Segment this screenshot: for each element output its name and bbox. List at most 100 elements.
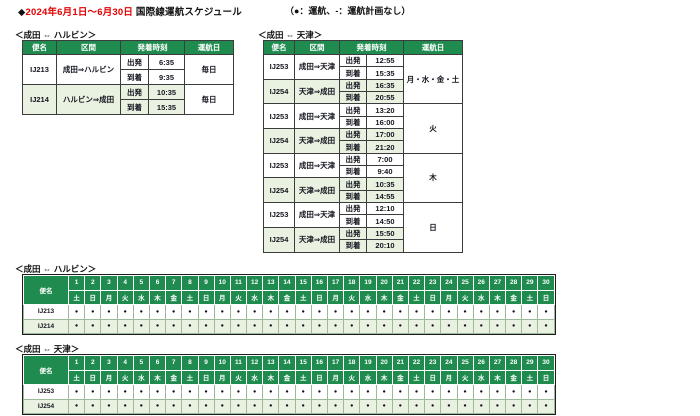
operation-mark-cell: ●: [116, 398, 134, 414]
day-number-header: 28: [505, 355, 523, 371]
calendar-table-narita-tianjin: 便名 1 2 3 4 5 6 7 8 9 10 11 12 13 14 15 16 17 18 19 20 21 22 23 2…: [23, 355, 555, 414]
operating-days-cell: 毎日: [184, 54, 234, 85]
flight-number-cell: IJ254: [263, 128, 295, 154]
operation-mark-cell: ●: [375, 304, 393, 320]
section-title-harbin-calendar: ＜成田 ⇔ ハルビン＞: [15, 264, 97, 274]
day-number-header: 2: [84, 275, 102, 291]
weekday-header: 日: [197, 289, 215, 305]
weekday-header: 日: [537, 289, 555, 305]
operation-mark-cell: ●: [181, 304, 199, 320]
day-number-header: 9: [197, 275, 215, 291]
weekday-header: 日: [310, 289, 329, 305]
operation-mark-cell: ●: [148, 398, 167, 414]
section-title-tianjin-calendar: ＜成田 ⇔ 天津＞: [15, 344, 80, 354]
operation-mark-cell: ●: [521, 384, 539, 400]
operation-mark-cell: ●: [84, 304, 102, 320]
weekday-header: 火: [343, 369, 361, 385]
flight-number-cell: IJ214: [23, 318, 69, 334]
segment-cell: 成田⇒天津: [294, 152, 340, 179]
flight-row: 到着 14:50: [264, 214, 463, 228]
operation-mark-cell: ●: [229, 384, 248, 400]
operation-mark-cell: ●: [375, 398, 393, 414]
operation-mark-cell: ●: [197, 398, 215, 414]
col-header-times: 発着時刻: [120, 40, 185, 55]
dep-time-cell: 6:35: [148, 54, 185, 70]
day-number-header: 16: [310, 275, 329, 291]
arr-label-cell: 到着: [339, 91, 367, 105]
flight-row: IJ254 天津⇒成田 出発 16:35: [263, 78, 463, 105]
day-number-header: 9: [197, 355, 215, 371]
arr-label-cell: 到着: [339, 115, 367, 130]
day-number-header: 26: [472, 355, 490, 371]
day-number-header: 22: [407, 355, 426, 371]
operation-mark-cell: ●: [229, 304, 248, 320]
operation-mark-cell: ●: [229, 318, 248, 334]
day-number-header: 5: [132, 355, 150, 371]
arr-time-cell: 15:35: [366, 66, 404, 80]
day-number-header: 29: [521, 275, 539, 291]
weekday-header: 月: [100, 369, 118, 385]
col-header-flight: 便名: [22, 40, 57, 55]
operation-mark-cell: ●: [488, 384, 507, 400]
weekday-header: 火: [343, 289, 361, 305]
page-title: ◆2024年6月1日～6月30日 国際線運航スケジュール: [18, 4, 242, 18]
operation-mark-cell: ●: [472, 318, 490, 334]
weekday-header: 日: [537, 369, 555, 385]
weekday-header: 土: [67, 289, 86, 305]
operation-mark-cell: ●: [505, 398, 523, 414]
operation-mark-cell: ●: [278, 398, 296, 414]
operation-mark-cell: ●: [440, 318, 458, 334]
flight-number-cell: IJ253: [263, 103, 295, 130]
operation-mark-cell: ●: [375, 318, 393, 334]
dep-label-cell: 出発: [339, 53, 367, 68]
segment-cell: 成田⇒天津: [294, 54, 340, 80]
flight-row: 到着 14:55: [264, 189, 463, 204]
flight-row: IJ253 成田⇒天津 出発 7:00 木: [263, 152, 463, 204]
operation-mark-cell: ●: [67, 318, 86, 334]
operation-mark-cell: ●: [246, 318, 264, 334]
operation-mark-cell: ●: [456, 304, 474, 320]
dep-label-cell: 出発: [339, 202, 367, 216]
arr-time-cell: 21:20: [366, 140, 404, 154]
weekday-header: 木: [148, 369, 167, 385]
operation-mark-cell: ●: [213, 318, 231, 334]
dep-time-cell: 10:35: [148, 84, 185, 100]
arr-time-cell: 14:55: [366, 189, 404, 204]
operation-mark-cell: ●: [116, 318, 134, 334]
calendar-table-narita-harbin: 便名 1 2 3 4 5 6 7 8 9 10 11 12 13 14 15 16 17 18 19 20 21 22 23 2…: [23, 275, 555, 334]
day-number-header: 22: [407, 275, 426, 291]
dep-label-cell: 出発: [339, 152, 367, 167]
weekday-header: 水: [472, 369, 490, 385]
day-number-header: 26: [472, 275, 490, 291]
operation-mark-cell: ●: [165, 398, 183, 414]
operation-mark-cell: ●: [521, 304, 539, 320]
calendar-flight-row: IJ214 ● ● ● ● ● ● ● ● ● ● ● ● ● ● ● ● ● ● ● ● ● ● ● ● ● ● ● ● ● ●: [23, 318, 555, 334]
arr-time-cell: 20:10: [366, 239, 404, 253]
operation-mark-cell: ●: [326, 384, 345, 400]
weekday-header: 木: [375, 369, 393, 385]
legend-note: （●：運航、-：運航計画なし）: [285, 6, 411, 16]
day-number-header: 13: [262, 275, 280, 291]
title-text: 国際線運航スケジュール: [135, 7, 242, 18]
operation-mark-cell: ●: [391, 398, 409, 414]
operation-mark-cell: ●: [84, 384, 102, 400]
day-number-header: 19: [359, 355, 377, 371]
weekday-header: 木: [148, 289, 167, 305]
calendar-flight-row: IJ213 ● ● ● ● ● ● ● ● ● ● ● ● ● ● ● ● ● ● ● ● ● ● ● ● ● ● ● ● ● ●: [23, 304, 555, 320]
operation-mark-cell: ●: [505, 304, 523, 320]
operation-mark-cell: ●: [67, 384, 86, 400]
weekday-header: 日: [424, 289, 442, 305]
day-number-header: 11: [229, 275, 248, 291]
operation-mark-cell: ●: [148, 318, 167, 334]
weekday-header: 月: [326, 289, 345, 305]
segment-cell: 成田⇒天津: [294, 202, 340, 228]
weekday-header: 火: [116, 289, 134, 305]
weekday-header: 日: [424, 369, 442, 385]
arr-time-cell: 16:00: [366, 115, 404, 130]
day-number-header: 8: [181, 355, 199, 371]
operation-mark-cell: ●: [472, 304, 490, 320]
dep-time-cell: 12:10: [366, 202, 404, 216]
flight-number-cell: IJ253: [263, 152, 295, 179]
flight-number-cell: IJ254: [263, 78, 295, 105]
